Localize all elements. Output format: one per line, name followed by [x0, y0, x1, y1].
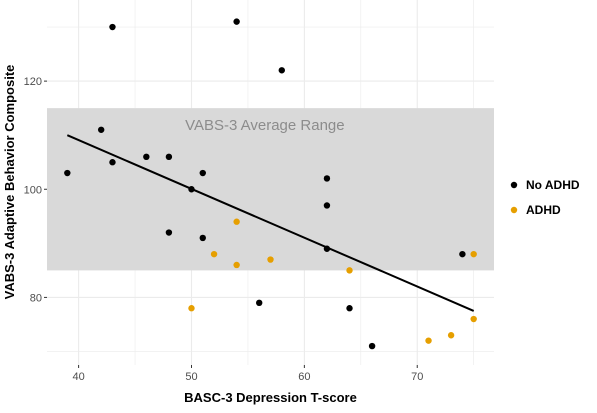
legend-key: [510, 181, 518, 189]
legend-label: No ADHD: [526, 178, 580, 192]
data-point-adhd: [447, 332, 455, 339]
data-point-no-adhd: [323, 202, 331, 209]
data-point-adhd: [233, 261, 240, 269]
data-point-no-adhd: [323, 175, 331, 182]
data-point-adhd: [188, 305, 195, 312]
data-point-no-adhd: [188, 186, 195, 193]
x-tick-label: 60: [298, 371, 310, 383]
data-point-no-adhd: [97, 126, 105, 133]
average-range-band: [47, 108, 494, 271]
legend-key: [510, 206, 518, 214]
data-point-adhd: [210, 250, 218, 258]
average-range-label: VABS-3 Average Range: [185, 117, 345, 134]
x-tick-label: 70: [411, 371, 423, 383]
data-point-no-adhd: [323, 245, 331, 252]
x-axis-title: BASC-3 Depression T-score: [184, 390, 357, 405]
y-axis-ticks: 80 100 120: [24, 76, 47, 304]
data-point-no-adhd: [165, 229, 173, 236]
x-axis-ticks: 40 50 60 70: [72, 365, 423, 383]
y-tick-label: 120: [24, 76, 42, 88]
data-point-no-adhd: [199, 234, 206, 242]
data-point-adhd: [470, 250, 477, 258]
data-point-adhd: [346, 267, 353, 274]
legend-label: ADHD: [526, 203, 561, 217]
data-point-adhd: [470, 315, 477, 323]
data-points: [64, 18, 477, 350]
data-point-no-adhd: [368, 342, 376, 350]
data-point-no-adhd: [165, 153, 173, 161]
x-tick-label: 40: [72, 371, 84, 383]
data-point-adhd: [267, 256, 274, 263]
data-point-no-adhd: [346, 305, 353, 312]
y-tick-label: 100: [24, 184, 42, 196]
data-point-no-adhd: [256, 299, 263, 307]
y-tick-label: 80: [30, 292, 42, 304]
data-point-adhd: [233, 218, 240, 225]
data-point-no-adhd: [109, 159, 116, 166]
legend: No ADHD ADHD: [510, 178, 580, 217]
data-point-adhd: [425, 337, 432, 344]
data-point-no-adhd: [459, 250, 466, 258]
x-tick-label: 50: [185, 371, 197, 383]
regression-line: [66, 134, 475, 312]
data-point-no-adhd: [64, 169, 71, 177]
data-point-no-adhd: [233, 18, 240, 25]
data-point-no-adhd: [143, 153, 150, 161]
data-point-no-adhd: [199, 169, 206, 177]
y-axis-title: VABS-3 Adaptive Behavior Composite: [2, 65, 17, 300]
data-point-no-adhd: [278, 67, 285, 74]
data-point-no-adhd: [109, 23, 116, 31]
